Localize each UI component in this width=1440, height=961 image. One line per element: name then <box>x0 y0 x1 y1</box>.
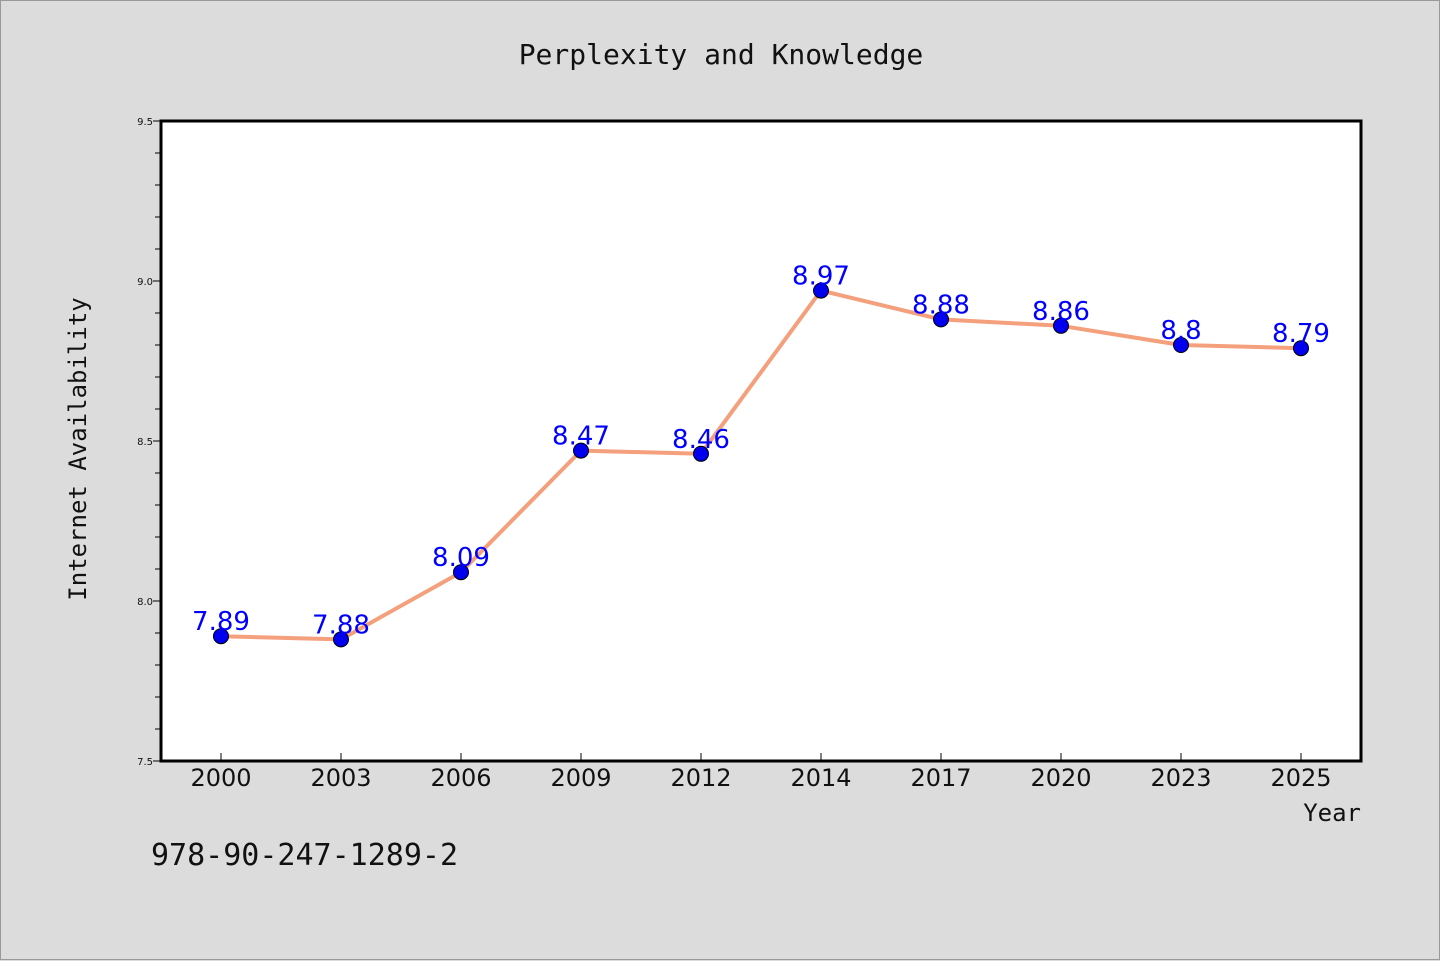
x-tick-label: 2006 <box>430 764 491 792</box>
x-axis: 2000 2003 2006 2009 2012 2014 2017 2020 2023 2025 <box>190 753 1332 792</box>
data-point <box>933 311 949 328</box>
data-label: 8.47 <box>552 422 610 452</box>
x-tick-label: 2003 <box>310 764 371 792</box>
x-axis-label: Year <box>1303 799 1361 827</box>
data-label: 8.97 <box>792 262 850 292</box>
data-label: 8.46 <box>672 425 730 455</box>
data-label: 8.79 <box>1272 319 1330 349</box>
data-label: 8.09 <box>432 543 490 573</box>
x-tick-label: 2000 <box>190 764 251 792</box>
y-tick-label: 8.0 <box>137 597 153 608</box>
y-axis: 7.5 8.0 8.5 9.0 9.5 <box>137 117 161 768</box>
data-point <box>453 564 469 581</box>
series-line <box>220 288 1302 642</box>
x-tick-label: 2012 <box>670 764 731 792</box>
data-point <box>1173 337 1189 353</box>
x-tick-label: 2009 <box>550 764 611 792</box>
data-point <box>693 445 709 462</box>
x-tick-label: 2025 <box>1270 764 1331 792</box>
data-point <box>213 628 229 645</box>
data-point <box>333 631 349 648</box>
data-label: 8.8 <box>1160 316 1201 346</box>
y-axis-label: Internet Availability <box>64 297 92 600</box>
y-tick-label: 9.5 <box>137 117 153 128</box>
chart-title: Perplexity and Knowledge <box>519 38 924 71</box>
data-point <box>573 442 589 459</box>
y-tick-label: 7.5 <box>137 757 153 768</box>
data-point <box>813 282 829 299</box>
data-label: 7.88 <box>312 610 370 640</box>
data-label: 8.86 <box>1032 297 1090 327</box>
series-layer: 7.89 7.88 8.09 8.47 8.46 8.97 8.88 8.86 8.8 8.79 <box>192 262 1330 648</box>
plot-area <box>159 119 1363 763</box>
data-label: 7.89 <box>192 607 250 637</box>
y-tick-label: 9.0 <box>137 277 153 288</box>
x-tick-label: 2023 <box>1150 764 1211 792</box>
data-point <box>1053 317 1069 334</box>
data-point <box>1293 340 1309 357</box>
x-tick-label: 2017 <box>910 764 971 792</box>
x-tick-label: 2014 <box>790 764 851 792</box>
y-tick-label: 8.5 <box>137 437 153 448</box>
isbn-footer: 978-90-247-1289-2 <box>151 838 458 873</box>
x-tick-label: 2020 <box>1030 764 1091 792</box>
data-label: 8.88 <box>912 290 970 320</box>
